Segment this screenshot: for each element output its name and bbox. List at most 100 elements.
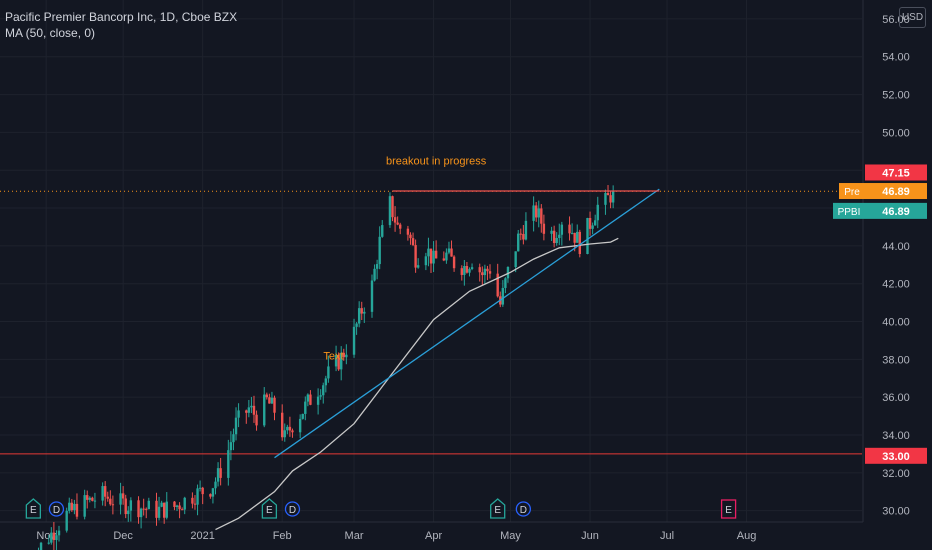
y-tick-label: 32.00 — [882, 468, 910, 480]
indicator-label[interactable]: MA (50, close, 0) — [5, 26, 96, 40]
dividend-event-icon[interactable]: D — [515, 501, 532, 517]
y-tick-label: 40.00 — [882, 317, 910, 329]
candle-body — [578, 231, 581, 255]
dividend-event-icon[interactable]: D — [48, 501, 65, 517]
earnings-event-icon[interactable]: E — [261, 498, 278, 519]
candle-body — [540, 208, 543, 224]
candle-body — [519, 233, 522, 235]
candle-body — [247, 407, 251, 413]
event-shape — [720, 499, 737, 519]
candle-body — [57, 530, 61, 536]
candle-body — [352, 326, 356, 355]
candle-body — [483, 268, 487, 276]
candle-body — [288, 426, 292, 431]
chart-legend: Pacific Premier Bancorp Inc, 1D, Cboe BZ… — [5, 9, 237, 41]
candle-body — [268, 397, 271, 404]
candle-body — [524, 220, 528, 240]
annotations[interactable]: breakout in progress Text — [323, 156, 486, 363]
earnings-event-icon[interactable]: E — [25, 498, 42, 519]
earnings-event-icon[interactable]: E — [720, 499, 737, 519]
event-letter: E — [266, 505, 273, 516]
candle-body — [396, 222, 399, 225]
candle-body — [193, 503, 197, 505]
price-label-bg — [865, 447, 927, 464]
candle-body — [201, 487, 204, 495]
candle-body — [611, 191, 615, 203]
candle-body — [360, 308, 363, 314]
candle-body — [234, 417, 238, 435]
candle-body — [298, 418, 302, 433]
candle-body — [416, 265, 420, 268]
candle-body — [319, 395, 322, 397]
candle-body — [450, 248, 453, 257]
candle-body — [327, 366, 330, 379]
candle-body — [270, 397, 274, 404]
candle-body — [214, 481, 217, 489]
candle-body — [157, 506, 161, 518]
candle-body — [52, 532, 56, 541]
event-shape — [284, 501, 301, 517]
candle-body — [429, 248, 433, 264]
candle-body — [542, 223, 546, 234]
candle-body — [183, 497, 186, 510]
candle-body — [486, 268, 489, 272]
candle-body — [514, 251, 517, 267]
drawings[interactable] — [274, 188, 660, 459]
candle-body — [50, 532, 53, 543]
candle-body — [363, 311, 366, 314]
candle-body — [411, 238, 415, 246]
candle-body — [91, 497, 94, 501]
event-letter: E — [30, 505, 37, 516]
ascending-trendline[interactable] — [274, 188, 660, 459]
y-tick-label: 42.00 — [882, 279, 910, 291]
candle-body — [227, 450, 230, 478]
time-axis[interactable]: Nov Dec 2021 Feb Mar Apr May Jun Jul Aug — [0, 521, 932, 550]
candle-body — [178, 505, 181, 510]
x-tick-label: Aug — [737, 530, 757, 542]
candle-body — [304, 401, 307, 414]
currency-badge[interactable]: USD — [899, 7, 926, 28]
annotation-text[interactable]: Text — [323, 350, 343, 362]
candle-body — [609, 195, 612, 203]
candle-body — [229, 442, 233, 451]
candle-body — [283, 430, 286, 438]
candle-body — [322, 385, 325, 396]
x-tick-label: Jun — [581, 530, 599, 542]
candle-body — [55, 535, 58, 541]
event-letter: D — [289, 505, 296, 516]
event-shape — [490, 498, 506, 519]
y-tick-label: 30.00 — [882, 506, 910, 518]
y-tick-label: 54.00 — [882, 52, 910, 64]
candle-body — [504, 278, 507, 288]
candle-body — [198, 487, 202, 489]
candle-body — [191, 497, 194, 504]
price-axis[interactable]: 56.0054.0052.0050.0048.0046.0044.0042.00… — [862, 0, 932, 550]
x-tick-label: Feb — [273, 530, 292, 542]
candle-body — [586, 218, 589, 255]
candle-body — [447, 248, 451, 253]
price-labels: 47.15 Pre 46.89 PPBI 46.89 33.00 — [833, 164, 927, 464]
symbol-title[interactable]: Pacific Premier Bancorp Inc, 1D, Cboe BZ… — [5, 10, 238, 24]
annotation-text[interactable]: breakout in progress — [386, 156, 487, 168]
candle-body — [496, 273, 499, 297]
candle-body — [388, 196, 392, 226]
dividend-event-icon[interactable]: D — [284, 501, 301, 517]
candle-body — [463, 265, 466, 275]
candle-body — [301, 413, 304, 419]
price-tag-label: PPBI — [838, 207, 861, 218]
earnings-event-icon[interactable]: E — [490, 498, 506, 519]
candle-body — [427, 248, 430, 257]
candle-body — [73, 503, 76, 511]
candle-body — [481, 272, 484, 276]
candle-body — [211, 488, 215, 497]
price-label-value: 46.89 — [882, 206, 910, 218]
candle-body — [506, 266, 510, 279]
candle-body — [406, 228, 410, 235]
candle-body — [432, 250, 435, 264]
price-label-value: 46.89 — [882, 186, 910, 198]
time-axis-bg — [0, 522, 932, 550]
candle-body — [237, 410, 240, 418]
candle-body — [488, 271, 492, 274]
